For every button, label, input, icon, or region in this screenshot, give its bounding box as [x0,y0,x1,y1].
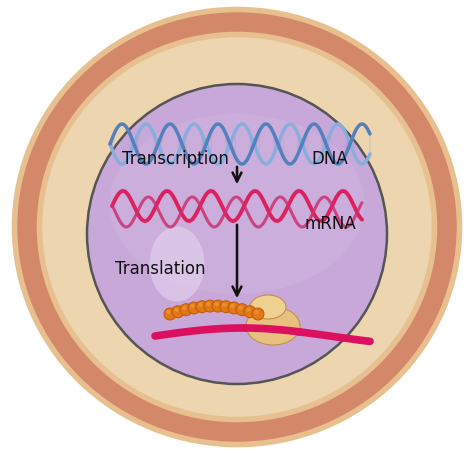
Ellipse shape [149,227,204,301]
Text: mRNA: mRNA [304,215,356,233]
Circle shape [164,308,176,320]
Circle shape [214,302,219,306]
Circle shape [238,306,243,310]
Ellipse shape [109,114,365,294]
Circle shape [182,306,187,310]
Circle shape [172,306,184,318]
Circle shape [188,302,200,314]
Circle shape [254,310,259,314]
Circle shape [222,302,227,307]
Circle shape [236,304,248,316]
Circle shape [166,310,171,314]
Circle shape [228,302,240,314]
Text: DNA: DNA [311,150,348,168]
Circle shape [196,301,208,313]
Ellipse shape [27,22,447,432]
Text: Transcription: Transcription [121,150,228,168]
Circle shape [180,304,192,316]
Circle shape [190,304,195,308]
Ellipse shape [250,295,286,319]
Circle shape [252,308,264,320]
Circle shape [87,84,387,384]
Circle shape [230,304,235,308]
Circle shape [174,307,179,312]
Circle shape [206,302,211,306]
Circle shape [204,300,216,312]
Circle shape [198,302,203,307]
Circle shape [212,300,224,312]
Circle shape [246,307,251,312]
Circle shape [220,301,232,313]
Circle shape [244,306,256,318]
Text: Translation: Translation [115,260,205,278]
Ellipse shape [246,307,300,345]
